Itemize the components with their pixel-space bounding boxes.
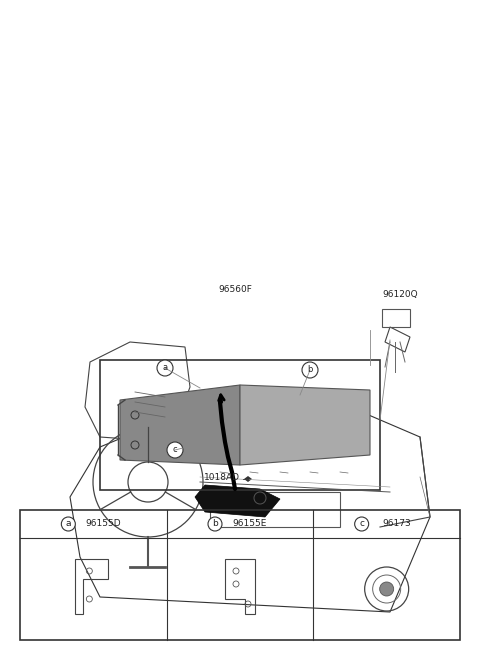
Circle shape: [157, 360, 173, 376]
Text: a: a: [162, 363, 168, 373]
Text: b: b: [212, 520, 218, 528]
Text: b: b: [307, 365, 312, 374]
Text: 1018AD: 1018AD: [204, 474, 240, 482]
Bar: [20, 510, 460, 640]
Circle shape: [355, 517, 369, 531]
Polygon shape: [244, 476, 252, 482]
Text: 96173: 96173: [382, 520, 411, 528]
Circle shape: [208, 517, 222, 531]
Text: 96155E: 96155E: [233, 520, 267, 528]
Text: c: c: [359, 520, 364, 528]
Polygon shape: [240, 385, 370, 465]
Polygon shape: [120, 385, 240, 465]
Circle shape: [61, 517, 75, 531]
Text: 96120Q: 96120Q: [382, 290, 418, 299]
Bar: [100, 360, 380, 490]
Text: 96560F: 96560F: [218, 285, 252, 294]
Text: a: a: [66, 520, 71, 528]
Polygon shape: [195, 485, 280, 517]
Text: c: c: [173, 445, 177, 455]
Text: 96155D: 96155D: [85, 520, 121, 528]
Bar: [210, 492, 340, 527]
Circle shape: [302, 362, 318, 378]
Circle shape: [380, 582, 394, 596]
Circle shape: [167, 442, 183, 458]
Bar: [382, 309, 410, 327]
